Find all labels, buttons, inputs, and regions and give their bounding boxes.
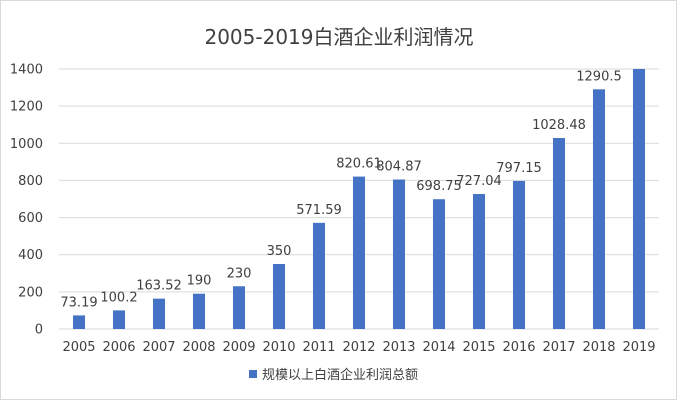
bar-2005[interactable] (73, 315, 85, 329)
x-tick-label: 2014 (422, 340, 455, 355)
y-tick-label: 200 (18, 285, 43, 300)
bar-2008[interactable] (193, 293, 205, 329)
x-tick-label: 2011 (302, 340, 335, 355)
y-tick-label: 0 (35, 323, 43, 338)
legend-swatch (249, 370, 257, 378)
x-tick-label: 2009 (222, 340, 255, 355)
y-tick-label: 600 (18, 211, 43, 226)
y-tick-label: 1400 (10, 63, 43, 78)
x-tick-label: 2017 (542, 340, 575, 355)
y-axis: 0 200 400 600 800 1000 1200 1400 (10, 63, 43, 338)
bar-2007[interactable] (153, 298, 165, 329)
data-label: 100.2 (100, 290, 137, 305)
y-tick-label: 800 (18, 174, 43, 189)
x-axis: 2005 2006 2007 2008 2009 2010 2011 2012 2013 2014… (62, 340, 655, 355)
bar-2014[interactable] (433, 199, 445, 329)
data-label: 230 (227, 266, 252, 281)
bar-2016[interactable] (513, 180, 525, 329)
x-tick-label: 2016 (502, 340, 535, 355)
bar-2012[interactable] (353, 176, 365, 329)
bar-2009[interactable] (233, 286, 245, 329)
x-tick-label: 2007 (142, 340, 175, 355)
data-label: 571.59 (296, 203, 342, 218)
bar-2011[interactable] (313, 222, 325, 329)
x-tick-label: 2019 (622, 340, 655, 355)
data-label: 1028.48 (532, 118, 586, 133)
data-label: 163.52 (136, 279, 182, 294)
legend-label: 规模以上白酒企业利润总额 (262, 367, 418, 383)
bar-2017[interactable] (553, 137, 565, 329)
data-label: 820.61 (336, 157, 382, 172)
data-label: 73.19 (60, 295, 97, 310)
data-label: 727.04 (456, 174, 502, 189)
x-tick-label: 2005 (62, 340, 95, 355)
bar-2015[interactable] (473, 193, 485, 329)
bars (73, 69, 645, 329)
bar-2019[interactable] (633, 69, 645, 329)
x-tick-label: 2008 (182, 340, 215, 355)
bar-2013[interactable] (393, 179, 405, 329)
data-label: 1290.5 (576, 69, 622, 84)
data-label: 797.15 (496, 161, 542, 176)
x-tick-label: 2006 (102, 340, 135, 355)
data-label: 190 (187, 274, 212, 289)
chart-title: 2005-2019白酒企业利润情况 (204, 25, 473, 49)
data-label: 804.87 (376, 160, 422, 175)
y-tick-label: 1200 (10, 100, 43, 115)
x-tick-label: 2015 (462, 340, 495, 355)
data-label: 698.75 (416, 179, 462, 194)
bar-2006[interactable] (113, 310, 125, 329)
y-tick-label: 400 (18, 248, 43, 263)
legend[interactable]: 规模以上白酒企业利润总额 (249, 367, 418, 383)
x-tick-label: 2010 (262, 340, 295, 355)
x-tick-label: 2013 (382, 340, 415, 355)
data-label: 350 (267, 244, 292, 259)
y-tick-label: 1000 (10, 137, 43, 152)
bar-2018[interactable] (593, 89, 605, 329)
bar-2010[interactable] (273, 264, 285, 329)
x-tick-label: 2012 (342, 340, 375, 355)
x-tick-label: 2018 (582, 340, 615, 355)
